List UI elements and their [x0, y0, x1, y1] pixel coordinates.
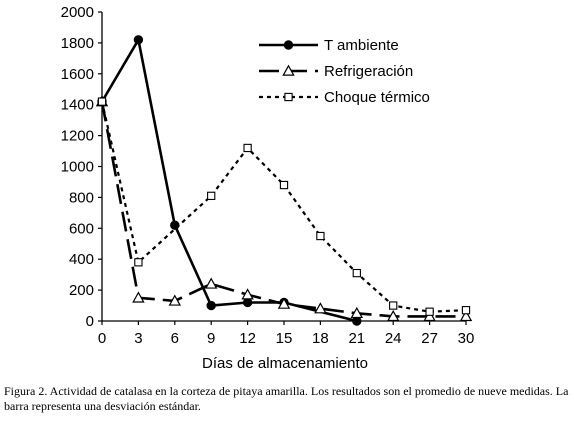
data-point — [389, 301, 398, 310]
y-tick-label: 1600 — [61, 66, 94, 83]
legend-marker — [282, 64, 295, 76]
legend-label: Refrigeración — [324, 63, 413, 80]
data-point — [134, 258, 143, 267]
data-point — [97, 97, 107, 106]
data-point — [459, 309, 473, 322]
axes: 0 200 400 600 800 1000 1200 1400 1600 1800 2000 0 3 6… — [61, 4, 475, 372]
y-tick-label: 0 — [86, 313, 94, 330]
data-point — [204, 277, 218, 289]
y-tick-label: 400 — [69, 251, 94, 268]
series-1 — [97, 35, 362, 326]
x-tick-label: 30 — [458, 330, 475, 347]
data-point — [206, 300, 216, 311]
x-tick-label: 24 — [385, 330, 402, 347]
data-point — [350, 306, 364, 319]
y-tick-label: 800 — [69, 189, 94, 206]
data-point — [132, 291, 145, 303]
y-tick-label: 600 — [69, 220, 94, 237]
data-point — [352, 316, 362, 326]
y-tick-label: 2000 — [61, 4, 94, 21]
data-point — [277, 297, 291, 309]
x-tick-label: 12 — [239, 330, 256, 347]
data-point — [243, 143, 252, 153]
x-tick-label: 3 — [134, 330, 142, 347]
series-3 — [97, 97, 471, 316]
data-point — [386, 309, 400, 322]
x-axis-title: Días de almacenamiento — [202, 355, 368, 372]
x-tick-label: 18 — [312, 330, 329, 347]
x-tick-label: 6 — [171, 330, 179, 347]
x-tick-label: 0 — [98, 330, 106, 347]
legend-item: Choque térmico — [259, 89, 430, 106]
data-point — [316, 231, 325, 241]
x-tick-label: 27 — [421, 330, 438, 347]
data-point — [207, 191, 216, 201]
legend: T ambiente Refrigeración Choque térmico — [259, 37, 430, 106]
y-tick-label: 1400 — [61, 97, 94, 114]
legend-item: Refrigeración — [259, 63, 413, 80]
data-point — [133, 35, 144, 45]
legend-marker — [283, 40, 294, 50]
legend-label: Choque térmico — [324, 89, 430, 106]
y-tick-label: 200 — [69, 282, 94, 299]
legend-item: T ambiente — [259, 37, 399, 54]
y-tick-label: 1200 — [61, 128, 94, 145]
x-tick-label: 21 — [348, 330, 365, 347]
y-tick-label: 1800 — [61, 35, 94, 52]
data-point — [242, 297, 253, 308]
x-tick-label: 9 — [207, 330, 215, 347]
data-point — [425, 307, 434, 316]
data-point — [461, 306, 471, 315]
series-group — [95, 35, 473, 326]
data-point — [241, 288, 254, 300]
data-point — [168, 294, 182, 306]
data-point — [314, 302, 327, 314]
series-2 — [95, 95, 473, 322]
legend-label: T ambiente — [324, 37, 399, 54]
data-point — [279, 180, 289, 190]
series-line — [100, 38, 358, 323]
y-tick-label: 1000 — [61, 159, 94, 176]
legend-marker — [284, 92, 293, 102]
data-point — [352, 268, 361, 278]
figure-caption: Figura 2. Actividad de catalasa en la co… — [4, 384, 569, 413]
x-tick-label: 15 — [276, 330, 293, 347]
